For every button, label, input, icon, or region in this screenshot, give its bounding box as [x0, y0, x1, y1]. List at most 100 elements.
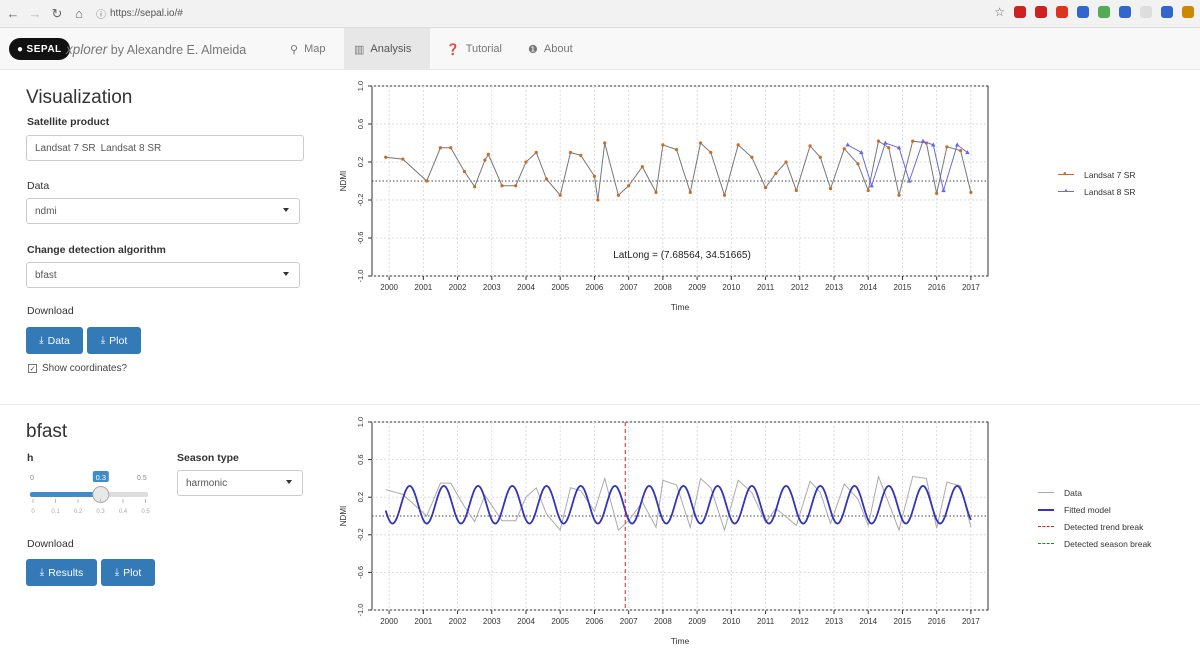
data-point: [763, 186, 768, 190]
x-tick-label: 2015: [894, 617, 912, 626]
data-point: [654, 190, 658, 194]
satellite-label: Satellite product: [27, 116, 110, 128]
x-tick-label: 2011: [757, 283, 775, 292]
algorithm-select[interactable]: bfast: [26, 262, 300, 288]
data-label: Data: [27, 180, 50, 192]
data-point: [568, 150, 573, 155]
slider-min-label: 0: [30, 475, 34, 482]
satellite-tag[interactable]: Landsat 7 SR: [35, 142, 96, 154]
x-tick-label: 2001: [414, 617, 432, 626]
data-point: [828, 187, 833, 191]
x-tick-label: 2012: [791, 617, 809, 626]
section-divider: [0, 404, 1200, 405]
data-point: [592, 174, 597, 178]
browser-extension-icon[interactable]: [1035, 6, 1047, 18]
sepal-logo[interactable]: ● SEPAL: [9, 38, 70, 60]
home-icon[interactable]: ⌂: [75, 6, 83, 21]
legend-label: Fitted model: [1064, 504, 1111, 515]
download-data-button[interactable]: ⤓ Data: [26, 327, 83, 354]
dot-marker-icon: ●: [1063, 171, 1067, 177]
h-slider[interactable]: 0 0.5 0.3 0 0.1 0.2 0.3 0.4 0.5: [28, 468, 152, 528]
x-axis-label: Time: [671, 636, 690, 646]
browser-extension-icon[interactable]: [1161, 6, 1173, 18]
chart2-legend: Data Fitted model Detected trend break Dete…: [1038, 484, 1151, 552]
x-tick-label: 2006: [586, 283, 604, 292]
download-icon: ⤓: [114, 567, 120, 578]
data-point: [842, 147, 846, 151]
bfast-download-plot-button[interactable]: ⤓ Plot: [101, 559, 155, 586]
data-point: [920, 138, 926, 143]
legend-swatch: [1038, 543, 1054, 544]
browser-extension-icon[interactable]: [1140, 6, 1152, 18]
reload-icon[interactable]: ↻: [51, 5, 63, 21]
x-tick-label: 2002: [449, 617, 467, 626]
bfast-chart: 2000 2001 2002 2003 2004 2005 2006 2007 2008 2009…: [339, 417, 989, 646]
browser-extension-icon[interactable]: [1119, 6, 1131, 18]
app-brand[interactable]: xplorer by Alexandre E. Almeida: [66, 42, 246, 57]
fitted-model-line: [384, 484, 972, 525]
data-point: [856, 162, 860, 166]
x-tick-label: 2008: [654, 283, 672, 292]
legend-label: Landsat 7 SR: [1084, 169, 1136, 180]
x-tick-label: 2001: [414, 283, 432, 292]
back-icon[interactable]: ←: [6, 6, 20, 21]
legend-item: ▲ Landsat 8 SR: [1058, 183, 1136, 200]
data-point: [661, 143, 665, 147]
browser-extension-icon[interactable]: [1014, 6, 1026, 18]
data-point: [616, 193, 620, 197]
data-point: [808, 144, 812, 148]
data-point: [845, 142, 850, 147]
legend-swatch: [1038, 492, 1054, 493]
data-point: [818, 155, 822, 159]
chevron-down-icon: [283, 272, 289, 276]
legend-swatch: ●: [1058, 171, 1074, 177]
checkbox-check-icon[interactable]: ✓: [28, 364, 37, 373]
data-point: [887, 146, 891, 150]
x-tick-label: 2009: [688, 617, 706, 626]
data-value: ndmi: [35, 205, 57, 217]
season-type-select[interactable]: harmonic: [177, 470, 303, 496]
legend-label: Data: [1064, 487, 1082, 498]
forward-icon[interactable]: →: [28, 6, 42, 21]
browser-extension-icon[interactable]: [1098, 6, 1110, 18]
x-tick-label: 2003: [483, 283, 501, 292]
nav-about[interactable]: ❶ About: [518, 28, 583, 70]
x-tick-label: 2011: [757, 617, 775, 626]
download-results-button[interactable]: ⤓ Results: [26, 559, 97, 586]
bookmark-star-icon[interactable]: ☆: [994, 5, 1005, 19]
slider-tick-label: 0.5: [141, 509, 150, 515]
data-point: [859, 150, 864, 155]
satellite-select[interactable]: Landsat 7 SR Landsat 8 SR: [26, 135, 304, 161]
data-point: [876, 139, 881, 143]
browser-extension-icon[interactable]: [1056, 6, 1068, 18]
slider-tick-label: 0.1: [51, 509, 60, 515]
download-plot-button[interactable]: ⤓ Plot: [87, 327, 141, 354]
show-coordinates-checkbox[interactable]: ✓ Show coordinates?: [28, 363, 127, 374]
x-tick-label: 2010: [722, 617, 740, 626]
y-tick-label: -0.2: [356, 528, 365, 541]
nav-map[interactable]: ⚲ Map: [280, 28, 335, 70]
info-icon: ❶: [528, 43, 538, 56]
x-tick-label: 2003: [483, 617, 501, 626]
browser-extension-icon[interactable]: [1077, 6, 1089, 18]
bfast-title: bfast: [26, 421, 68, 442]
slider-ticks: 0 0.1 0.2 0.3 0.4 0.5: [31, 499, 150, 515]
y-tick-label: -0.6: [356, 232, 365, 245]
data-point: [674, 148, 679, 152]
data-select[interactable]: ndmi: [26, 198, 300, 224]
nav-tutorial[interactable]: ❓ Tutorial: [436, 28, 512, 70]
data-point: [500, 184, 504, 188]
visualization-title: Visualization: [26, 87, 133, 108]
download-icon: ⤓: [39, 335, 44, 346]
satellite-tag[interactable]: Landsat 8 SR: [100, 142, 162, 154]
x-tick-label: 2013: [825, 617, 843, 626]
data-point: [897, 193, 901, 197]
pin-icon: ⚲: [290, 43, 299, 56]
brand-italic: xplorer: [66, 42, 108, 57]
y-tick-label: 0.6: [356, 119, 365, 129]
browser-extension-icon[interactable]: [1182, 6, 1194, 18]
nav-analysis[interactable]: ▥ Analysis: [344, 28, 430, 70]
data-point: [449, 146, 453, 150]
download-data-label: Data: [47, 334, 70, 347]
address-bar[interactable]: ⓘ https://sepal.io/#: [96, 6, 183, 21]
